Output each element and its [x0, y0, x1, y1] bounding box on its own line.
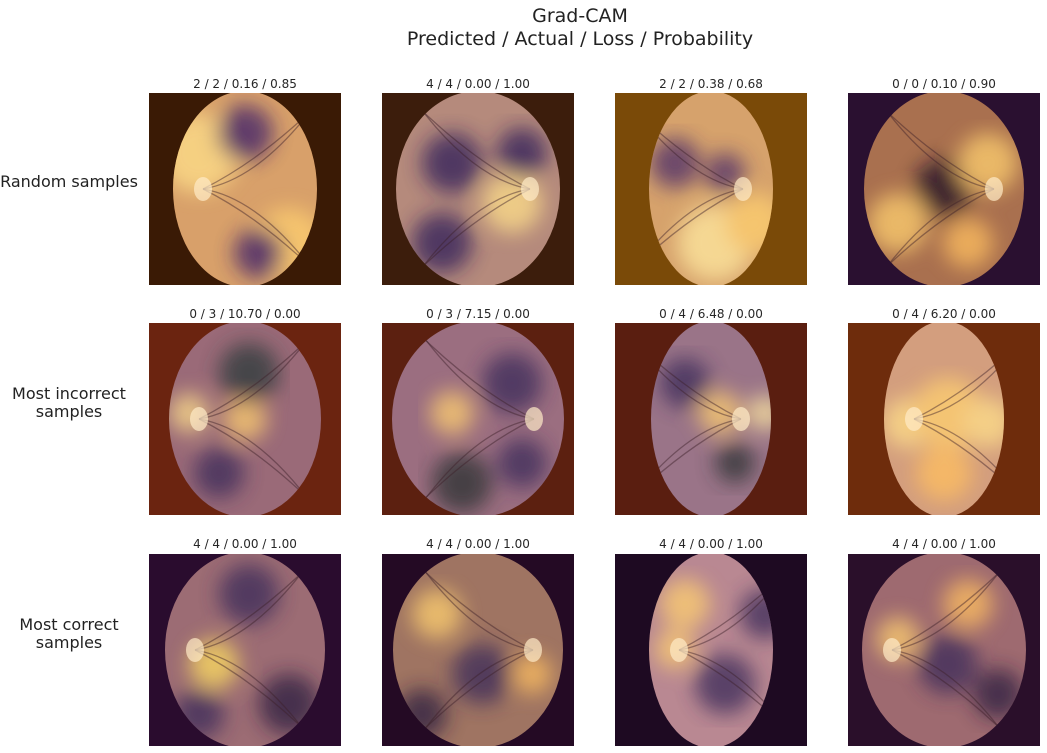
- cell-title: 0 / 4 / 6.20 / 0.00: [892, 307, 996, 321]
- heatmap-blob: [217, 105, 273, 161]
- heatmap-blob: [695, 654, 755, 714]
- gradcam-heatmap: [149, 554, 341, 746]
- gradcam-heatmap: [848, 554, 1040, 746]
- optic-disc: [883, 638, 901, 662]
- retinal-vessels: [678, 554, 773, 746]
- heatmap-blob: [432, 453, 492, 513]
- gradcam-heatmap: [615, 323, 807, 515]
- optic-disc: [734, 177, 752, 201]
- optic-disc: [524, 638, 542, 662]
- cell-title: 0 / 3 / 10.70 / 0.00: [189, 307, 301, 321]
- heatmap-blob: [497, 438, 547, 488]
- cell-title: 0 / 0 / 0.10 / 0.90: [892, 77, 996, 91]
- gradcam-image: [848, 554, 1040, 746]
- cell-title: 4 / 4 / 0.00 / 1.00: [659, 537, 763, 551]
- gradcam-heatmap: [615, 554, 807, 746]
- heatmap-blob: [512, 654, 552, 694]
- heatmap-blob: [943, 218, 993, 268]
- cell-title: 0 / 3 / 7.15 / 0.00: [426, 307, 530, 321]
- gradcam-heatmap: [848, 323, 1040, 515]
- retinal-vessels: [649, 93, 744, 285]
- heatmap-blob: [497, 128, 547, 178]
- heatmap-blob: [660, 579, 710, 629]
- heatmap-blob: [412, 213, 472, 273]
- heatmap-blob: [698, 391, 742, 435]
- retinal-vessels: [412, 554, 534, 746]
- gradcam-image: [615, 93, 807, 285]
- heatmap-blob: [422, 133, 482, 193]
- gradcam-heatmap: [615, 93, 807, 285]
- heatmap-blob: [914, 159, 974, 219]
- heatmap-blob: [452, 644, 512, 704]
- heatmap-blob: [194, 448, 244, 498]
- gradcam-image: [382, 93, 574, 285]
- optic-disc: [905, 407, 923, 431]
- heatmap-blob: [430, 391, 474, 435]
- heatmap-blob: [958, 133, 1018, 193]
- heatmap-blob: [715, 443, 755, 483]
- optic-disc: [194, 177, 212, 201]
- gradcam-heatmap: [382, 323, 574, 515]
- heatmap-blob: [234, 228, 284, 278]
- retinal-vessels: [651, 323, 742, 515]
- gradcam-image: [149, 93, 341, 285]
- heatmap-blob: [412, 589, 462, 639]
- heatmap-blob: [868, 193, 928, 253]
- retinal-vessels: [413, 323, 535, 515]
- gradcam-heatmap: [382, 93, 574, 285]
- heatmap-blob: [219, 564, 279, 624]
- optic-disc: [732, 407, 750, 431]
- row-label-most-correct: Most correct samples: [19, 615, 119, 652]
- optic-disc: [521, 177, 539, 201]
- gradcam-image: [848, 323, 1040, 515]
- heatmap-blob: [650, 138, 700, 188]
- figure-title-line-1: Grad-CAM: [532, 5, 628, 27]
- heatmap-blob: [943, 579, 993, 629]
- cell-title: 4 / 4 / 0.00 / 1.00: [193, 537, 297, 551]
- optic-disc: [186, 638, 204, 662]
- row-label-random: Random samples: [0, 172, 138, 191]
- heatmap-blob: [973, 669, 1023, 719]
- retinal-vessels: [913, 323, 1004, 515]
- row-label-most-incorrect: Most incorrect samples: [12, 384, 126, 421]
- gradcam-image: [615, 554, 807, 746]
- gradcam-image: [848, 93, 1040, 285]
- gradcam-image: [149, 323, 341, 515]
- gradcam-image: [149, 554, 341, 746]
- gradcam-heatmap: [149, 93, 341, 285]
- heatmap-blob: [747, 395, 771, 431]
- cell-title: 4 / 4 / 0.00 / 1.00: [426, 77, 530, 91]
- heatmap-blob: [219, 343, 279, 403]
- gradcam-heatmap: [382, 554, 574, 746]
- figure-title: Grad-CAM Predicted / Actual / Loss / Pro…: [0, 5, 1047, 51]
- optic-disc: [190, 407, 208, 431]
- heatmap-blob: [916, 445, 972, 501]
- gradcam-image: [615, 323, 807, 515]
- heatmap-blob: [740, 589, 773, 639]
- optic-disc: [525, 407, 543, 431]
- heatmap-blob: [482, 353, 542, 413]
- cell-title: 2 / 2 / 0.16 / 0.85: [193, 77, 297, 91]
- heatmap-blob: [660, 358, 710, 408]
- heatmap-blob: [963, 398, 1004, 448]
- gradcam-heatmap: [848, 93, 1040, 285]
- gradcam-image: [382, 323, 574, 515]
- gradcam-heatmap: [149, 323, 341, 515]
- cell-title: 0 / 4 / 6.48 / 0.00: [659, 307, 763, 321]
- optic-disc: [985, 177, 1003, 201]
- cell-title: 2 / 2 / 0.38 / 0.68: [659, 77, 763, 91]
- cell-title: 4 / 4 / 0.00 / 1.00: [426, 537, 530, 551]
- heatmap-blob: [705, 153, 745, 193]
- heatmap-blob: [918, 634, 978, 694]
- gradcam-image: [382, 554, 574, 746]
- optic-disc: [670, 638, 688, 662]
- figure-title-line-2: Predicted / Actual / Loss / Probability: [406, 28, 754, 50]
- cell-title: 4 / 4 / 0.00 / 1.00: [892, 537, 996, 551]
- heatmap-blob: [223, 397, 267, 441]
